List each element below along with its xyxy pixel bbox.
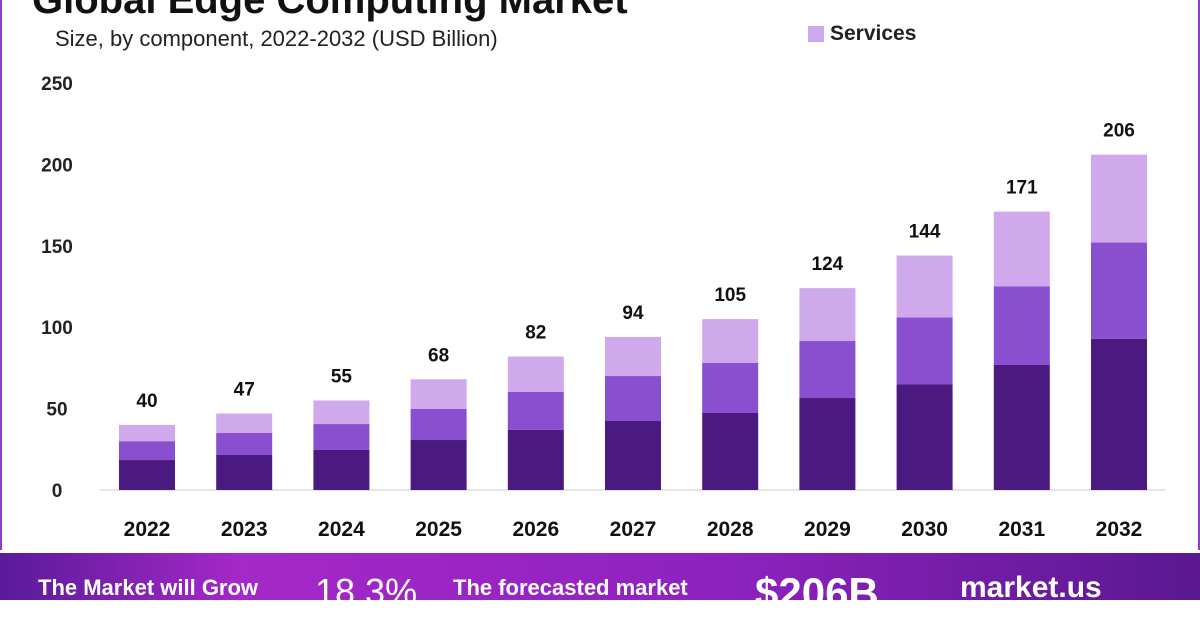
legend-label-services: Services bbox=[830, 22, 917, 45]
bar-segment-2024-0 bbox=[313, 449, 370, 490]
bar-segment-2029-1 bbox=[799, 341, 856, 399]
chart-frame bbox=[0, 0, 1200, 550]
data-label-2031: 171 bbox=[1006, 178, 1038, 199]
bar-segment-2023-1 bbox=[216, 433, 273, 455]
data-label-2022: 40 bbox=[136, 391, 157, 412]
stacked-bar-chart: 0 50 100 150 200 250 40 2022 47 2023 55 2024 68 2025 8… bbox=[41, 74, 1165, 541]
x-tick-label-2027: 2027 bbox=[610, 518, 657, 541]
bar-segment-2024-1 bbox=[313, 424, 370, 450]
bar-segment-2030-1 bbox=[896, 317, 953, 385]
data-label-2030: 144 bbox=[909, 222, 941, 243]
legend-item-services: Services bbox=[808, 22, 916, 46]
data-label-2032: 206 bbox=[1103, 121, 1135, 142]
x-tick-label-2030: 2030 bbox=[901, 518, 948, 541]
bar-segment-2028-0 bbox=[702, 412, 759, 490]
x-tick-label-2029: 2029 bbox=[804, 518, 851, 541]
bar-segment-2025-2 bbox=[410, 379, 467, 409]
chart-subtitle: Size, by component, 2022-2032 (USD Billi… bbox=[55, 26, 498, 51]
y-tick-label: 0 bbox=[52, 481, 63, 502]
bar-segment-2022-0 bbox=[119, 460, 175, 490]
brand-logo: market.us bbox=[960, 571, 1102, 604]
bar-segment-2022-1 bbox=[119, 441, 175, 461]
bar-segment-2029-2 bbox=[799, 288, 856, 342]
data-label-2025: 68 bbox=[428, 345, 449, 366]
x-tick-label-2023: 2023 bbox=[221, 518, 268, 541]
x-tick-label-2028: 2028 bbox=[707, 518, 754, 541]
bar-segment-2022-2 bbox=[119, 424, 175, 442]
x-tick-label-2025: 2025 bbox=[415, 518, 462, 541]
y-tick-label: 200 bbox=[41, 155, 73, 176]
y-tick-label: 150 bbox=[41, 237, 73, 258]
bar-segment-2026-0 bbox=[507, 429, 564, 490]
y-tick-label: 100 bbox=[41, 318, 73, 339]
data-label-2027: 94 bbox=[622, 303, 644, 324]
x-tick-label-2026: 2026 bbox=[512, 518, 559, 541]
x-tick-label-2024: 2024 bbox=[318, 518, 365, 541]
footer-banner: The Market will Grow 18.3% The forecaste… bbox=[0, 553, 1200, 616]
bar-segment-2030-2 bbox=[896, 255, 953, 318]
bar-segment-2032-0 bbox=[1091, 338, 1147, 490]
y-tick-label: 50 bbox=[46, 400, 67, 421]
bar-segment-2026-1 bbox=[507, 391, 564, 430]
chart-title: Global Edge Computing Market bbox=[32, 0, 628, 22]
x-tick-label-2022: 2022 bbox=[124, 518, 171, 541]
data-label-2029: 124 bbox=[812, 254, 844, 275]
x-tick-label-2031: 2031 bbox=[998, 518, 1045, 541]
bar-segment-2031-1 bbox=[993, 286, 1050, 365]
data-label-2028: 105 bbox=[714, 285, 746, 306]
banner-grow-label: The Market will Grow bbox=[38, 575, 259, 600]
bar-segment-2028-1 bbox=[702, 363, 759, 413]
bar-segment-2027-2 bbox=[605, 336, 661, 377]
bar-segment-2032-2 bbox=[1091, 154, 1147, 243]
bar-segment-2027-0 bbox=[605, 420, 661, 490]
bar-segment-2030-0 bbox=[896, 384, 953, 490]
data-label-2026: 82 bbox=[525, 323, 546, 344]
bar-segment-2025-0 bbox=[410, 440, 467, 490]
x-tick-label-2032: 2032 bbox=[1096, 518, 1143, 541]
bar-segment-2023-2 bbox=[216, 413, 273, 434]
bar-segment-2031-2 bbox=[993, 211, 1050, 287]
data-label-2023: 47 bbox=[234, 379, 255, 400]
bar-segment-2027-1 bbox=[605, 376, 661, 421]
bar-segment-2032-1 bbox=[1091, 242, 1147, 339]
bar-segment-2024-2 bbox=[313, 400, 370, 425]
bar-segment-2028-2 bbox=[702, 319, 759, 364]
bar-segment-2025-1 bbox=[410, 408, 467, 441]
bar-segment-2026-2 bbox=[507, 356, 564, 392]
banner-forecast-label: The forecasted market bbox=[453, 575, 688, 600]
bar-segment-2031-0 bbox=[993, 364, 1050, 490]
bar-segment-2029-0 bbox=[799, 398, 856, 490]
data-label-2024: 55 bbox=[331, 366, 353, 387]
legend-swatch-services bbox=[808, 26, 824, 42]
banner-forecast-value: $206B bbox=[755, 569, 879, 616]
bar-segment-2023-0 bbox=[216, 454, 273, 490]
y-tick-label: 250 bbox=[41, 74, 73, 95]
banner-cagr: 18.3% bbox=[315, 571, 418, 612]
